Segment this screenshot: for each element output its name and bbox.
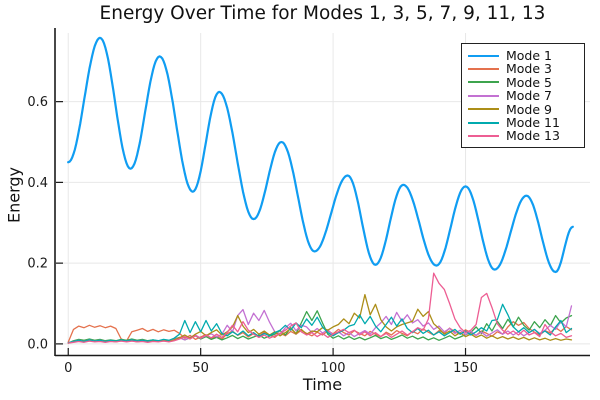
x-axis-label: Time: [302, 375, 343, 394]
legend-entry: Mode 13: [468, 128, 578, 144]
legend-entry: Mode 9: [468, 101, 578, 117]
chart-title: Energy Over Time for Modes 1, 3, 5, 7, 9…: [99, 3, 546, 24]
series-line-mode-9: [67, 293, 573, 344]
series-line-mode-3: [67, 321, 573, 343]
legend-label: Mode 1: [506, 48, 552, 63]
series-line-mode-11: [67, 303, 573, 344]
y-tick-label: 0.0: [27, 337, 48, 352]
legend-entry: Mode 11: [468, 116, 578, 129]
x-tick-label: 100: [321, 361, 346, 376]
series-line-mode-13: [67, 272, 573, 344]
legend-label: Mode 7: [506, 88, 552, 104]
series-line-mode-1: [67, 36, 574, 274]
x-tick-label: 0: [64, 361, 72, 376]
x-tick-label: 150: [453, 361, 478, 376]
legend-entry: Mode 5: [468, 74, 578, 90]
legend-label: Mode 9: [506, 101, 552, 117]
x-tick-label: 50: [192, 361, 209, 376]
legend-line-swatch: [468, 121, 499, 124]
legend-label: Mode 5: [506, 74, 552, 90]
legend-line-swatch: [468, 135, 499, 138]
y-tick-label: 0.6: [27, 95, 48, 110]
legend-line-swatch: [468, 81, 499, 84]
legend-label: Mode 13: [506, 128, 560, 144]
legend-label: Mode 11: [506, 114, 560, 130]
legend-entry: Mode 1: [468, 49, 578, 62]
legend: Mode 1 Mode 3 Mode 5 Mode 7 Mode 9 Mode 11 Mod…: [461, 43, 585, 148]
legend-entry: Mode 3: [468, 61, 578, 77]
legend-line-swatch: [468, 68, 499, 71]
legend-line-swatch: [468, 94, 499, 97]
legend-label: Mode 3: [506, 61, 552, 77]
legend-line-swatch: [468, 108, 499, 111]
legend-line-swatch: [468, 54, 499, 57]
y-tick-label: 0.4: [27, 176, 48, 191]
y-tick-label: 0.2: [27, 257, 48, 272]
legend-entry: Mode 7: [468, 88, 578, 104]
series-group: [67, 36, 574, 344]
